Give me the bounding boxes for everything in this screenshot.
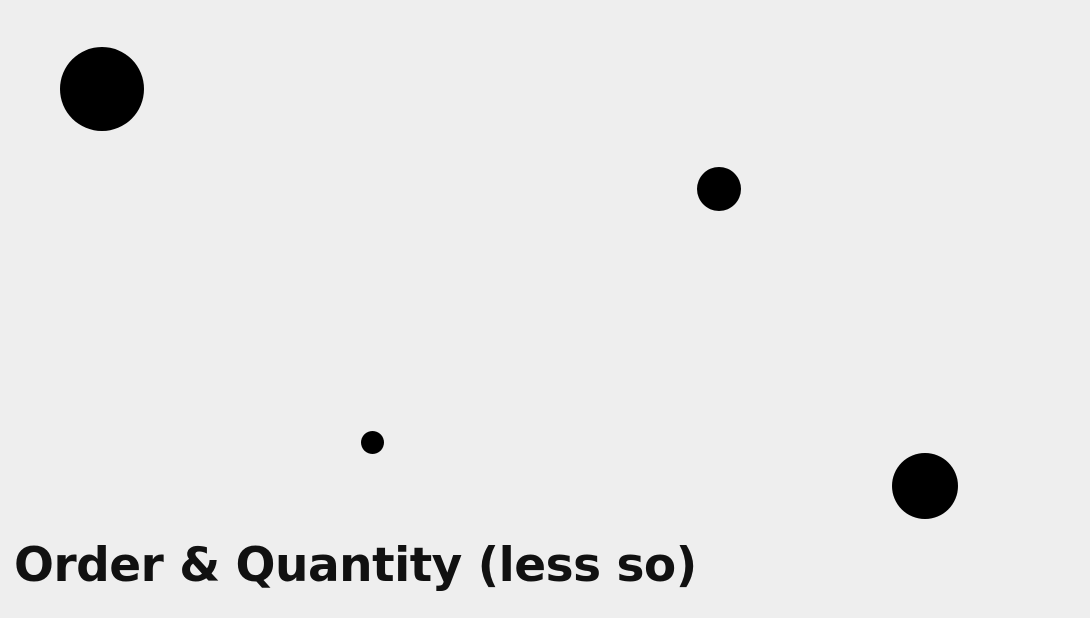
caption-title: Order & Quantity (less so): [14, 538, 697, 593]
dot-medium: [697, 167, 741, 211]
dot-small: [361, 431, 384, 454]
dot-medium-large: [892, 453, 958, 519]
dot-large: [60, 47, 144, 131]
